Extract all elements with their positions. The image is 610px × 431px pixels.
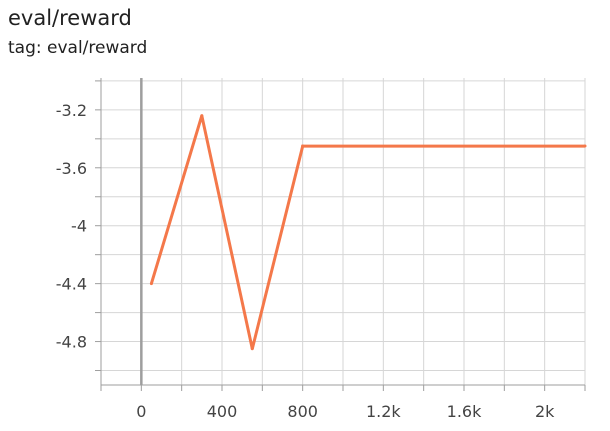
series-line	[149, 115, 585, 350]
axes	[95, 78, 586, 391]
x-tick-label: 0	[136, 402, 146, 421]
x-tick-label: 2k	[535, 402, 555, 421]
y-tick-label: -4	[71, 217, 87, 236]
chart-title: eval/reward	[8, 6, 132, 30]
data-point	[149, 282, 153, 286]
x-tick-label: 400	[207, 402, 238, 421]
grid-lines	[100, 78, 586, 385]
y-tick-label: -3.6	[56, 159, 87, 178]
data-point	[250, 347, 254, 351]
y-tick-label: -4.8	[56, 333, 87, 352]
y-tick-label: -3.2	[56, 101, 87, 120]
chart-tag: tag: eval/reward	[8, 38, 148, 58]
data-point	[301, 144, 305, 148]
series-layer	[149, 114, 587, 351]
y-tick-label: -4.4	[56, 275, 87, 294]
data-point	[583, 144, 587, 148]
x-tick-label: 800	[287, 402, 318, 421]
x-tick-label: 1.2k	[366, 402, 401, 421]
x-tick-label: 1.6k	[447, 402, 482, 421]
tick-labels: 0 400 800 1.2k 1.6k 2k -4.8 -4.4 -4 -3.6 -3.2	[56, 101, 555, 421]
data-point	[200, 114, 204, 118]
